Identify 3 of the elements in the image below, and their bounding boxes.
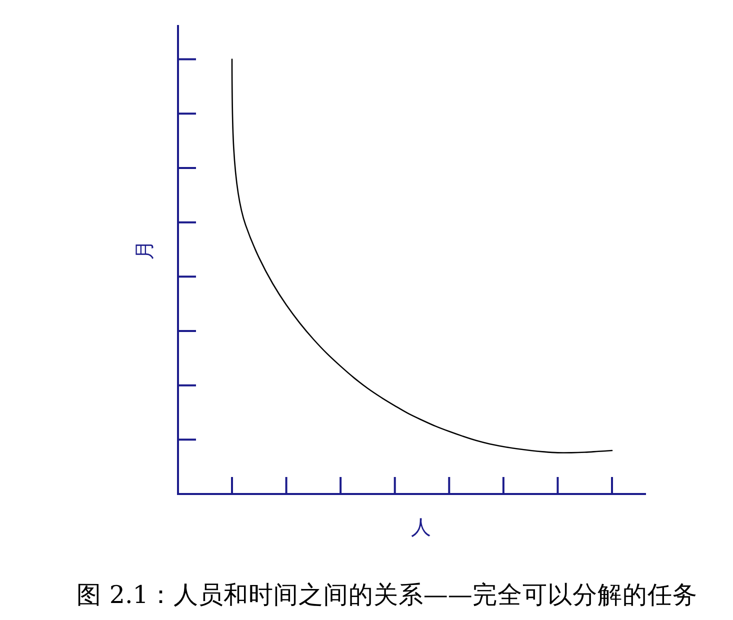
y-axis-title: 月 xyxy=(132,240,156,260)
caption: 图 2.1：人员和时间之间的关系——完全可以分解的任务 xyxy=(76,580,698,609)
x-axis-title: 人 xyxy=(411,515,431,539)
